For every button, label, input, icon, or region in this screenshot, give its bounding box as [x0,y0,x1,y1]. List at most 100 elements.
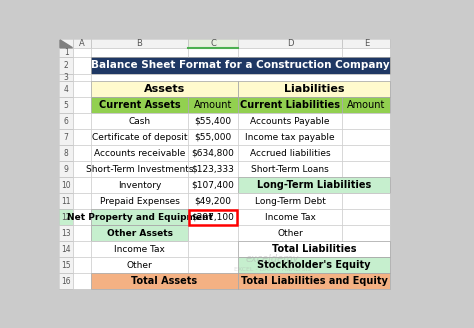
Bar [91,48,188,57]
Text: 11: 11 [62,197,71,206]
Bar [73,57,91,74]
Polygon shape [60,40,73,48]
Bar [188,48,238,57]
Bar [91,161,188,177]
Bar [91,74,390,81]
Bar [343,39,390,48]
Bar [59,257,73,273]
Text: Long-Term Liabilities: Long-Term Liabilities [257,180,371,190]
Bar [91,39,188,48]
Bar [59,161,73,177]
Bar [238,145,343,161]
Text: Long-Term Debt: Long-Term Debt [255,197,326,206]
Bar [91,97,188,113]
Bar [238,257,390,273]
Bar [73,209,91,225]
Bar [73,48,91,57]
Bar [188,129,238,145]
Text: Other: Other [277,229,303,238]
Text: Total Assets: Total Assets [131,277,197,286]
Text: Certificate of deposit: Certificate of deposit [92,133,187,142]
Bar [238,97,343,113]
Text: Net Property and Equipment: Net Property and Equipment [66,213,212,222]
Text: Liabilities: Liabilities [284,84,344,94]
Bar [343,225,390,241]
Bar [59,177,73,193]
Bar [59,48,73,57]
Bar [91,74,390,81]
Bar [238,241,390,257]
Bar [73,273,91,289]
Bar [73,161,91,177]
Text: E: E [364,39,369,48]
Bar [73,74,91,81]
Text: Cash: Cash [128,116,151,126]
Bar [59,241,73,257]
Bar [238,177,390,193]
Bar [188,113,238,129]
Bar [343,97,390,113]
Text: $107,400: $107,400 [191,181,235,190]
Bar [73,193,91,209]
Bar [188,209,238,225]
Bar [73,225,91,241]
Text: Amount: Amount [347,100,385,110]
Bar [188,241,238,257]
Bar [91,81,238,97]
Bar [238,129,343,145]
Bar [91,273,238,289]
Bar [188,225,238,241]
Bar [343,193,390,209]
Bar [91,177,188,193]
Bar [91,241,188,257]
Bar [91,129,188,145]
Bar [343,209,390,225]
Bar [188,39,238,48]
Bar [91,209,188,225]
Bar [188,257,238,273]
Bar [59,57,73,74]
Bar [73,97,91,113]
Bar [188,193,238,209]
Bar [91,113,188,129]
Bar [188,257,238,273]
Bar [59,209,73,225]
Bar [343,97,390,113]
Text: 10: 10 [62,181,71,190]
Bar [343,113,390,129]
Bar [59,145,73,161]
Bar [238,161,343,177]
Bar [59,97,73,113]
Bar [73,113,91,129]
Bar [73,97,91,113]
Text: Other: Other [127,261,152,270]
Bar [238,97,343,113]
Text: Accrued liabilities: Accrued liabilities [250,149,330,158]
Bar [73,225,91,241]
Bar [73,209,91,225]
Text: $55,400: $55,400 [194,116,231,126]
Bar [73,113,91,129]
Bar [59,74,73,81]
Bar [238,225,343,241]
Bar [73,177,91,193]
Bar [59,193,73,209]
Bar [59,241,73,257]
Bar [188,48,238,57]
Bar [343,161,390,177]
Bar [59,97,73,113]
Bar [238,129,343,145]
Bar [73,193,91,209]
Bar [59,81,73,97]
Bar [91,225,188,241]
Bar [73,129,91,145]
Bar [343,209,390,225]
Text: Other Assets: Other Assets [107,229,173,238]
Bar [238,273,390,289]
Bar [59,225,73,241]
Bar [238,81,390,97]
Bar [73,145,91,161]
Bar [59,74,73,81]
Text: EXCEL - DATA - ANALYSIS: EXCEL - DATA - ANALYSIS [234,267,311,272]
Text: Amount: Amount [194,100,232,110]
